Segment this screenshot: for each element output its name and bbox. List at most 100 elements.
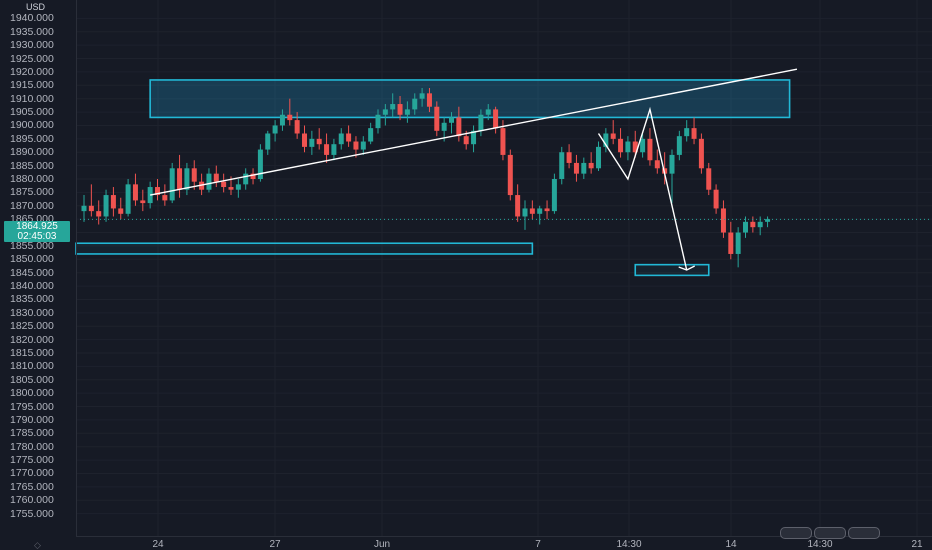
x-tick-label: 24 xyxy=(152,539,164,550)
candle-body xyxy=(669,154,675,174)
candle-body xyxy=(140,200,146,204)
candle-body xyxy=(676,136,682,155)
y-tick-label: 1910.000 xyxy=(10,92,54,105)
candle-body xyxy=(684,128,690,137)
candle-body xyxy=(184,168,190,190)
candle-body xyxy=(713,189,719,209)
candle-body xyxy=(404,109,410,115)
y-tick-label: 1920.000 xyxy=(10,65,54,78)
candle-body xyxy=(250,173,256,179)
x-tick-label: 7 xyxy=(535,539,541,550)
y-tick-label: 1895.000 xyxy=(10,132,54,145)
y-tick-label: 1780.000 xyxy=(10,440,54,453)
candle-body xyxy=(191,168,197,182)
ascending-trendline xyxy=(150,68,798,196)
y-tick-label: 1760.000 xyxy=(10,494,54,507)
event-marker[interactable] xyxy=(814,527,846,539)
target-zone xyxy=(634,263,710,277)
x-tick-label: 14 xyxy=(725,539,737,550)
y-tick-label: 1915.000 xyxy=(10,79,54,92)
x-tick-label: 14:30 xyxy=(807,539,833,550)
candle-body xyxy=(544,208,550,212)
candle-body xyxy=(500,128,506,155)
y-tick-label: 1805.000 xyxy=(10,373,54,386)
candle-body xyxy=(221,181,227,188)
candle-body xyxy=(331,144,337,155)
y-tick-label: 1900.000 xyxy=(10,119,54,132)
candle-body xyxy=(125,184,131,214)
arrow-head xyxy=(678,265,695,271)
y-tick-label: 1925.000 xyxy=(10,52,54,65)
candle-body xyxy=(309,138,315,147)
event-marker[interactable] xyxy=(848,527,880,539)
x-tick-label: 21 xyxy=(911,539,923,550)
economic-events xyxy=(780,526,882,544)
y-tick-label: 1835.000 xyxy=(10,293,54,306)
candle-body xyxy=(434,106,440,131)
candle-body xyxy=(206,173,212,190)
candle-body xyxy=(559,152,565,179)
candle-body xyxy=(162,195,168,201)
y-tick-label: 1785.000 xyxy=(10,427,54,440)
candle-body xyxy=(596,146,601,169)
candle-body xyxy=(243,173,249,185)
candle-body xyxy=(338,133,344,145)
y-tick-label: 1855.000 xyxy=(10,239,54,252)
y-tick-label: 1765.000 xyxy=(10,480,54,493)
candle-body xyxy=(765,219,771,222)
y-tick-label: 1770.000 xyxy=(10,467,54,480)
candle-body xyxy=(691,128,697,139)
candle-body xyxy=(103,195,109,217)
y-tick-label: 1800.000 xyxy=(10,387,54,400)
candle-body xyxy=(132,184,138,201)
candle-body xyxy=(287,114,293,121)
candle-body xyxy=(632,141,638,153)
candle-body xyxy=(382,109,388,115)
candle-body xyxy=(368,128,374,142)
candle-body xyxy=(654,160,660,169)
candle-body xyxy=(647,138,653,161)
time-axis[interactable]: 24 27 Jun 7 14:30 14 14:30 21 xyxy=(76,536,932,550)
candle-body xyxy=(81,205,87,212)
candle-body xyxy=(463,136,469,145)
candle-body xyxy=(353,141,359,150)
candle-body xyxy=(566,152,572,163)
candle-body xyxy=(522,208,528,217)
candle-body xyxy=(485,109,491,115)
candle-body xyxy=(507,154,513,196)
upper-resistance-zone xyxy=(149,79,791,119)
candle-body xyxy=(169,168,175,201)
price-axis[interactable]: USD 1940.000 1935.000 1930.000 1925.000 1920… xyxy=(0,0,77,536)
candle-body xyxy=(750,221,756,228)
candle-body xyxy=(698,138,704,169)
candle-body xyxy=(346,133,352,142)
candle-body xyxy=(581,162,587,174)
candle-body xyxy=(493,109,499,129)
current-price-badge: 1864.925 02:45:03 xyxy=(4,221,70,242)
candle-body xyxy=(478,114,484,131)
candle-body xyxy=(573,162,579,174)
candle-body xyxy=(757,221,763,228)
candle-body xyxy=(96,211,102,217)
candle-body xyxy=(618,138,624,153)
candle-body xyxy=(257,149,263,179)
candle-body xyxy=(743,221,748,233)
candle-body xyxy=(728,232,734,254)
candle-body xyxy=(375,114,381,129)
candle-body xyxy=(456,117,462,137)
y-tick-label: 1890.000 xyxy=(10,146,54,159)
candle-body xyxy=(529,208,535,214)
x-tick-label: 14:30 xyxy=(616,539,642,550)
candle-body xyxy=(228,187,234,190)
y-tick-label: 1810.000 xyxy=(10,360,54,373)
y-tick-label: 1755.000 xyxy=(10,507,54,520)
y-tick-label: 1870.000 xyxy=(10,199,54,212)
y-tick-label: 1820.000 xyxy=(10,333,54,346)
candle-body xyxy=(441,122,447,131)
candle-body xyxy=(155,187,160,196)
candle-body xyxy=(294,120,300,134)
event-marker[interactable] xyxy=(780,527,812,539)
candle-body xyxy=(390,104,396,110)
price-chart[interactable] xyxy=(0,0,932,536)
